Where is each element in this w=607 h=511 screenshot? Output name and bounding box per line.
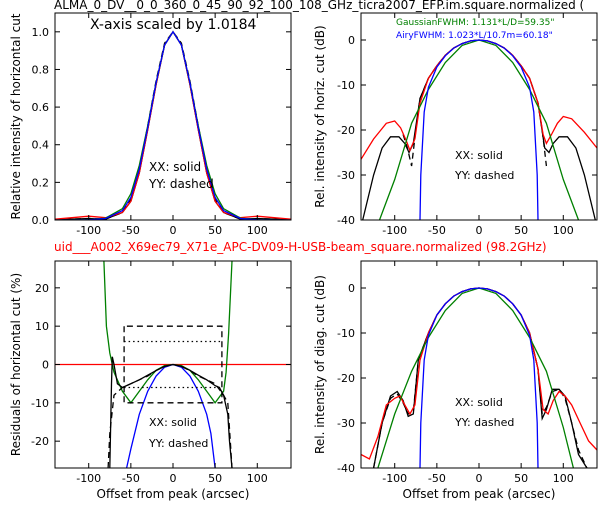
y-axis-label: Residuals of horizontal cut (%) [9, 273, 23, 456]
y-tick-label: -20 [337, 124, 355, 137]
panel-top-left: -100 -50 0 50 100 0.0 0.2 0.4 0.6 0.8 1.0 Relative … [9, 12, 292, 237]
x-tick-label: -50 [122, 472, 140, 485]
y-axis-label: Rel. intensity of horiz. cut (dB) [313, 25, 327, 207]
x-tick-label: 50 [514, 472, 528, 485]
series-line-3 [378, 39, 580, 220]
axes-frame [360, 260, 598, 469]
y-axis-label: Rel. intensity of diag. cut (dB) [313, 275, 327, 454]
y-tick-label: -10 [31, 397, 49, 410]
annotation-text: YY: dashed [454, 416, 514, 429]
x-tick-label: -100 [76, 472, 101, 485]
series-line-1 [402, 39, 548, 167]
y-tick-label: 0 [348, 34, 355, 47]
x-tick-label: -100 [76, 224, 101, 237]
series-line-3 [55, 30, 291, 220]
y-tick-label: -20 [31, 435, 49, 448]
x-tick-label: 50 [208, 224, 222, 237]
series-line-4 [107, 363, 233, 468]
series-line-3 [377, 287, 575, 468]
x-tick-label: -100 [382, 224, 407, 237]
legend-entry: AiryFWHM: 1.023*L/10.7m=60.18" [396, 31, 553, 41]
y-tick-label: 0 [348, 282, 355, 295]
x-tick-label: 0 [476, 472, 483, 485]
series-line-4 [419, 287, 539, 468]
series-line-2 [55, 30, 291, 220]
x-tick-label: 50 [208, 472, 222, 485]
y-tick-label: 1.0 [32, 26, 50, 39]
series-line-1 [55, 30, 291, 220]
series-line-1 [103, 261, 233, 404]
plots-group: -100 -50 0 50 1000.00.20.40.60.81.0Relative … [9, 12, 598, 501]
y-tick-label: 10 [35, 320, 49, 333]
annotation-text: YY: dashed [148, 437, 208, 450]
series-line-0 [362, 39, 596, 220]
series-line-0 [55, 30, 291, 220]
y-tick-label: -30 [337, 169, 355, 182]
y-tick-label: -30 [337, 417, 355, 430]
y-tick-label: 0.0 [32, 214, 50, 227]
x-tick-label: 50 [514, 224, 528, 237]
annotation-text: YY: dashed [148, 177, 214, 191]
x-tick-label: 0 [476, 224, 483, 237]
series-line-2 [361, 39, 597, 160]
y-tick-label: -20 [337, 372, 355, 385]
series-group [55, 30, 291, 220]
x-axis-label: Offset from peak (arcsec) [403, 487, 556, 501]
annotation-text: X-axis scaled by 1.0184 [90, 17, 257, 33]
x-tick-label: -50 [122, 224, 140, 237]
x-tick-label: -100 [382, 472, 407, 485]
legend-entry: GaussianFWHM: 1.131*L/D=59.35" [396, 18, 554, 28]
axes-frame [360, 12, 598, 221]
x-tick-label: -50 [428, 224, 446, 237]
series-line-5 [123, 325, 223, 404]
x-tick-label: 0 [170, 472, 177, 485]
series-line-1 [372, 287, 588, 468]
y-tick-label: -40 [337, 214, 355, 227]
annotation-text: XX: solid [149, 416, 197, 429]
y-tick-label: -10 [337, 327, 355, 340]
y-axis-label: Relative intensity of horizontal cut [9, 13, 23, 219]
series-group [361, 287, 597, 468]
y-tick-label: 0 [42, 359, 49, 372]
series-line-4 [55, 30, 291, 220]
series-group [361, 39, 597, 220]
figure-subtitle: uid___A002_X69ec79_X71e_APC-DV09-H-USB-b… [54, 240, 547, 254]
series-line-2 [361, 287, 597, 460]
y-tick-label: -40 [337, 462, 355, 475]
y-tick-label: 20 [35, 282, 49, 295]
y-tick-label: 0.8 [32, 63, 50, 76]
annotation-text: XX: solid [455, 396, 503, 409]
x-tick-label: 100 [247, 472, 268, 485]
annotation-text: XX: solid [455, 149, 503, 162]
series-line-0 [372, 287, 588, 468]
x-tick-label: 100 [247, 224, 268, 237]
x-tick-label: 100 [553, 224, 574, 237]
y-tick-label: 0.6 [32, 101, 50, 114]
y-tick-label: 0.2 [32, 176, 50, 189]
figure-title: ALMA_0_DV__0_0_360_0_45_90_92_100_108_GH… [54, 0, 584, 12]
x-tick-label: -50 [428, 472, 446, 485]
x-tick-label: 0 [170, 224, 177, 237]
series-group [55, 261, 291, 468]
series-line-4 [419, 39, 539, 220]
x-axis-label: Offset from peak (arcsec) [97, 487, 250, 501]
y-tick-label: 0.4 [32, 139, 50, 152]
x-tick-label: 100 [553, 472, 574, 485]
annotation-text: YY: dashed [454, 169, 514, 182]
annotation-text: XX: solid [149, 160, 201, 174]
y-tick-label: -10 [337, 79, 355, 92]
